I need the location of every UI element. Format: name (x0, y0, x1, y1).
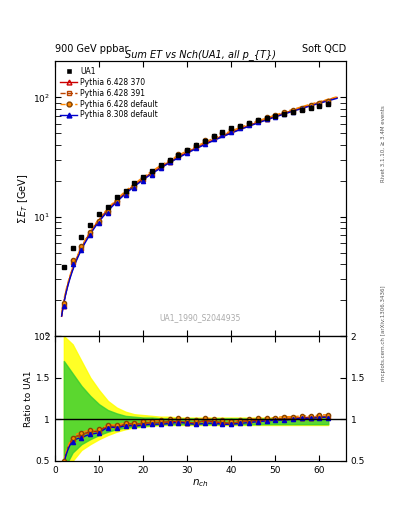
Text: mcplots.cern.ch [arXiv:1306.3436]: mcplots.cern.ch [arXiv:1306.3436] (381, 285, 386, 380)
Y-axis label: Ratio to UA1: Ratio to UA1 (24, 370, 33, 426)
Text: 900 GeV ppbar: 900 GeV ppbar (55, 44, 129, 54)
Title: Sum ET vs Nch(UA1, all p_{T}): Sum ET vs Nch(UA1, all p_{T}) (125, 49, 276, 60)
Text: Rivet 3.1.10, ≥ 3.4M events: Rivet 3.1.10, ≥ 3.4M events (381, 105, 386, 182)
Text: Soft QCD: Soft QCD (301, 44, 346, 54)
X-axis label: $n_{ch}$: $n_{ch}$ (192, 477, 209, 489)
Legend: UA1, Pythia 6.428 370, Pythia 6.428 391, Pythia 6.428 default, Pythia 8.308 defa: UA1, Pythia 6.428 370, Pythia 6.428 391,… (59, 65, 160, 121)
Text: UA1_1990_S2044935: UA1_1990_S2044935 (160, 313, 241, 322)
Y-axis label: $\Sigma\,E_T$ [GeV]: $\Sigma\,E_T$ [GeV] (17, 174, 30, 224)
